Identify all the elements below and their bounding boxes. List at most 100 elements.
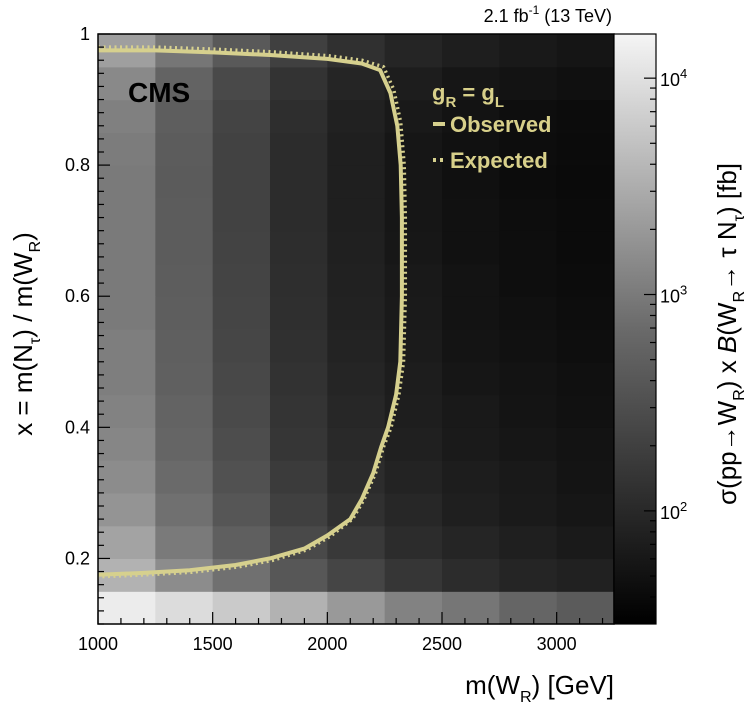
heatmap-cell [499, 165, 558, 199]
heatmap-cell [556, 394, 615, 428]
heatmap-cell [384, 460, 443, 494]
z-tick-label: 103 [660, 283, 687, 307]
heatmap-cell [442, 66, 500, 101]
heatmap-cell [98, 66, 156, 101]
heatmap-cell [327, 296, 386, 330]
heatmap-cell [384, 427, 443, 461]
heatmap-cell [327, 230, 386, 265]
heatmap-cell [442, 492, 500, 527]
heatmap-cell [556, 361, 615, 396]
legend: gR = gL Observed Expected [432, 80, 552, 173]
heatmap-cell [155, 197, 214, 232]
heatmap-cell [384, 591, 443, 625]
heatmap-cell [384, 34, 443, 68]
x-tick-label: 2000 [307, 634, 347, 654]
heatmap-cell [499, 394, 558, 428]
heatmap-cell [155, 296, 214, 330]
heatmap-cell [270, 460, 328, 494]
heatmap-cell [98, 99, 156, 133]
heatmap-cell [499, 460, 558, 494]
heatmap-cell [556, 427, 615, 461]
heatmap-cell [98, 492, 156, 527]
heatmap-cell [499, 99, 558, 133]
heatmap-cell [442, 558, 500, 592]
heatmap-cell [270, 427, 328, 461]
y-tick-label: 0.4 [65, 417, 90, 437]
heatmap-cell [556, 230, 615, 265]
heatmap-cell [442, 34, 500, 68]
heatmap-cell [212, 230, 271, 265]
heatmap-cell [442, 197, 500, 232]
heatmap-cell [270, 361, 328, 396]
legend-observed-label: Observed [450, 112, 552, 137]
color-scale-frame [613, 33, 657, 625]
heatmap-cell [212, 460, 271, 494]
heatmap-cell [327, 99, 386, 133]
heatmap-cell [212, 591, 271, 625]
heatmap-cell [327, 591, 386, 625]
heatmap-cell [384, 197, 443, 232]
heatmap-cell [556, 165, 615, 199]
heatmap-cell [270, 492, 328, 527]
heatmap-cell [556, 34, 615, 68]
heatmap-cell [556, 558, 615, 592]
heatmap-cell [556, 197, 615, 232]
heatmap-cell [212, 132, 271, 166]
y-tick-label: 0.6 [65, 286, 90, 306]
heatmap-cell [384, 165, 443, 199]
x-tick-label: 1000 [78, 634, 118, 654]
heatmap-cell [442, 525, 500, 560]
heatmap-cell [270, 132, 328, 166]
heatmap-cell [98, 361, 156, 396]
heatmap-cell [212, 296, 271, 330]
heatmap-cell [270, 197, 328, 232]
heatmap-cell [499, 197, 558, 232]
heatmap-cell [442, 591, 500, 625]
limit-contours [98, 45, 408, 579]
heatmap-cell [270, 394, 328, 428]
heatmap-cell [499, 492, 558, 527]
heatmap-cell [384, 132, 443, 166]
heatmap-cell [270, 99, 328, 133]
heatmap-cell [155, 165, 214, 199]
heatmap-cell [327, 394, 386, 428]
heatmap-cell [499, 34, 558, 68]
heatmap-cell [556, 591, 615, 625]
z-tick-label: 102 [660, 499, 687, 523]
heatmap-cell [384, 558, 443, 592]
expected-limit-contour [98, 45, 408, 579]
z-axis-title: σ(pp→WR) x B(WR→ τ Nτ) [fb] [712, 163, 748, 505]
heatmap-cell [98, 132, 156, 166]
heatmap-cell [155, 66, 214, 101]
heatmap-cell [212, 99, 271, 133]
y-axis-title: x = m(Nτ) / m(WR) [8, 232, 44, 436]
heatmap-cell [270, 329, 328, 363]
heatmap-cell [155, 427, 214, 461]
observed-limit-contour [98, 48, 404, 577]
heatmap-cell [155, 394, 214, 428]
heatmap-cell [442, 329, 500, 363]
heatmap-cell [556, 132, 615, 166]
heatmap-cell [442, 230, 500, 265]
heatmap-cell [327, 132, 386, 166]
heatmap-cell [327, 263, 386, 297]
heatmap-cell [270, 66, 328, 101]
heatmap-cell [155, 460, 214, 494]
heatmap-cell [499, 66, 558, 101]
heatmap-cell [98, 197, 156, 232]
heatmap-cell [327, 197, 386, 232]
heatmap-cell [384, 525, 443, 560]
heatmap-cell [384, 230, 443, 265]
heatmap-cell [442, 394, 500, 428]
heatmap-cell [499, 296, 558, 330]
heatmap-cell [442, 132, 500, 166]
heatmap-cell [98, 263, 156, 297]
heatmap-cell [212, 394, 271, 428]
heatmap-cell [270, 230, 328, 265]
heatmap-cell [499, 361, 558, 396]
x-tick-label: 2500 [422, 634, 462, 654]
heatmap-cell [384, 361, 443, 396]
heatmap-cell [384, 263, 443, 297]
heatmap-cell [155, 263, 214, 297]
